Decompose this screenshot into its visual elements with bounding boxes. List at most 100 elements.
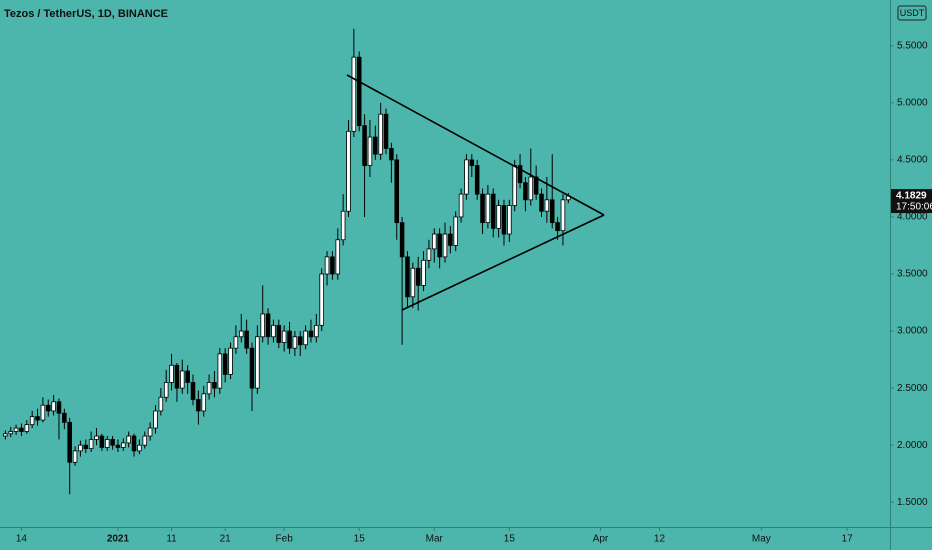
x-tick-label: 12 xyxy=(654,534,666,545)
currency[interactable]: USDT xyxy=(900,8,925,18)
chart-title: Tezos / TetherUS, 1D, BINANCE xyxy=(4,8,168,20)
candle-body xyxy=(517,165,523,184)
candle-body xyxy=(458,193,464,218)
countdown: 17:50:06 xyxy=(896,202,932,213)
candle-body xyxy=(88,439,94,450)
candle-body xyxy=(330,256,335,275)
candle-body xyxy=(507,205,512,235)
candle-body xyxy=(196,399,201,412)
candle-body xyxy=(426,248,432,261)
candle-body xyxy=(437,233,442,258)
candle-body xyxy=(265,313,271,338)
candle-body xyxy=(8,431,13,435)
candle-body xyxy=(292,336,298,349)
candle-body xyxy=(104,439,110,448)
candle-body xyxy=(83,444,89,450)
last-price-box xyxy=(891,189,932,214)
candle-body xyxy=(169,364,174,383)
candle-body xyxy=(185,370,190,383)
candle-body xyxy=(432,233,437,250)
candle-body xyxy=(99,435,105,448)
x-tick-label: Feb xyxy=(276,534,294,545)
candle-body xyxy=(238,330,244,338)
candle-body xyxy=(523,182,528,201)
plot xyxy=(3,28,571,495)
candle-body xyxy=(469,159,475,166)
candle-body xyxy=(137,444,142,452)
candle-body xyxy=(474,165,480,195)
trendline-lower xyxy=(401,214,605,311)
candle-body xyxy=(453,216,458,246)
candle-body xyxy=(373,136,378,155)
y-tick-label: 5.5000 xyxy=(897,40,928,51)
candle-body xyxy=(415,267,421,286)
x-tick-label: 15 xyxy=(354,534,366,545)
candle-body xyxy=(153,410,158,429)
candle-body xyxy=(528,176,534,201)
candle-body xyxy=(201,393,207,412)
candle-body xyxy=(35,416,40,421)
y-tick-label: 3.5000 xyxy=(897,269,928,280)
candle-body xyxy=(555,222,560,232)
candle-body xyxy=(464,159,469,195)
candle-body xyxy=(351,56,357,132)
candle-body xyxy=(496,205,501,229)
candle-body xyxy=(544,199,550,212)
candle-body xyxy=(512,165,517,206)
candle-body xyxy=(142,435,148,446)
x-tick-label: 17 xyxy=(842,534,854,545)
y-tick-label: 1.5000 xyxy=(897,497,928,508)
y-tick-label: 4.0000 xyxy=(897,212,928,223)
candle-body xyxy=(62,412,67,423)
candle-body xyxy=(501,205,507,235)
candle-body xyxy=(180,370,185,389)
candle-body xyxy=(40,404,46,421)
candle-body xyxy=(287,330,292,349)
y-tick-label: 2.5000 xyxy=(897,383,928,394)
candle-body xyxy=(260,313,265,338)
candle-body xyxy=(319,273,324,326)
candle-body xyxy=(362,125,367,166)
candle-body xyxy=(24,424,30,432)
candle-body xyxy=(308,330,314,338)
candle-body xyxy=(78,444,83,452)
candle-body xyxy=(233,336,239,349)
candle-body xyxy=(121,442,126,448)
candle-body xyxy=(45,404,51,412)
candle-body xyxy=(3,433,8,437)
candle-body xyxy=(480,193,485,224)
candle-body xyxy=(13,427,19,432)
axes: 1.5000 2.0000 2.5000 3.0000 3.5000 4.0000 4.50… xyxy=(16,40,932,545)
candle-body xyxy=(228,347,233,375)
candle-body xyxy=(367,136,373,166)
candle-body xyxy=(281,330,287,343)
x-tick-label: 21 xyxy=(220,534,232,545)
y-tick-label: 3.0000 xyxy=(897,326,928,337)
candle-body xyxy=(29,416,35,426)
candle-body xyxy=(399,222,405,258)
candle-body xyxy=(212,382,217,389)
candle-body xyxy=(190,382,196,400)
candle-body xyxy=(303,330,308,346)
candle-body xyxy=(297,336,303,346)
candle-body xyxy=(356,56,362,127)
candle-body xyxy=(19,427,24,432)
x-tick-label: 14 xyxy=(16,534,28,545)
candle-body xyxy=(255,336,260,389)
candle-body xyxy=(249,347,255,389)
currency-box[interactable] xyxy=(897,5,927,21)
candle-body xyxy=(340,210,346,241)
candle-body xyxy=(389,148,394,161)
candle-body xyxy=(217,353,223,389)
candle-body xyxy=(94,435,99,440)
candle-body xyxy=(126,435,131,444)
candle-body xyxy=(405,256,410,298)
x-tick-label: 15 xyxy=(504,534,516,545)
candle-body xyxy=(67,421,72,463)
y-tick-label: 2.0000 xyxy=(897,440,928,451)
candle-body xyxy=(174,364,180,389)
candle-body xyxy=(410,267,416,298)
candle-body xyxy=(346,130,351,212)
candle-body xyxy=(324,256,330,275)
